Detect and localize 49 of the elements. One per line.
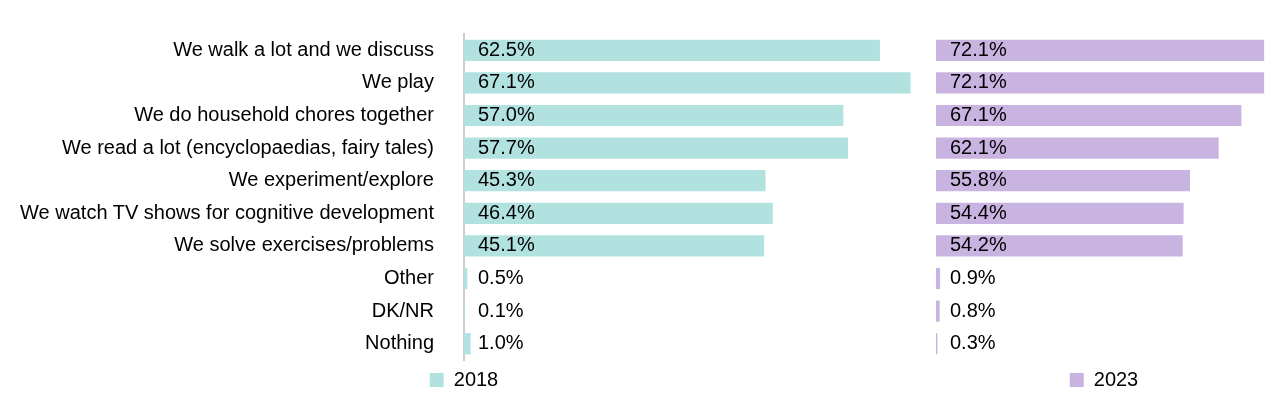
data-label: 57.7% [478, 135, 535, 158]
data-label: 54.2% [950, 233, 1007, 256]
data-label: 67.1% [950, 103, 1007, 126]
bar [464, 202, 773, 224]
data-label: 0.1% [478, 298, 524, 321]
y-tick-label: We experiment/explore [228, 168, 434, 191]
legend-label: 2018 [453, 367, 499, 390]
legend-label: 2023 [1093, 367, 1139, 390]
bar [464, 235, 765, 257]
data-label: 62.1% [950, 135, 1007, 158]
bar [464, 39, 880, 61]
data-label: 0.9% [950, 266, 996, 289]
data-label: 54.4% [950, 200, 1007, 223]
bar [936, 72, 1265, 94]
y-tick-label: Other [383, 266, 435, 289]
bar [464, 137, 849, 159]
y-tick-label: Nothing [365, 331, 434, 354]
data-label: 0.5% [478, 266, 524, 289]
bar [464, 104, 844, 127]
bar [464, 333, 471, 355]
data-label: 62.5% [478, 37, 535, 60]
data-label: 72.1% [950, 70, 1007, 93]
bar [936, 104, 1242, 127]
data-label: 67.1% [478, 70, 535, 93]
bar [936, 202, 1184, 224]
y-tick-label: We solve exercises/problems [174, 233, 434, 256]
bar [936, 300, 940, 322]
data-label: 72.1% [950, 37, 1007, 60]
data-label: 45.3% [478, 168, 535, 191]
bar [936, 39, 1265, 61]
data-label: 57.0% [478, 103, 535, 126]
y-tick-label: We play [362, 70, 434, 93]
y-tick-label: We watch TV shows for cognitive development [20, 200, 435, 223]
bar [464, 170, 766, 192]
data-label: 0.3% [950, 331, 996, 354]
bar [936, 137, 1219, 159]
bar [936, 267, 941, 290]
data-label: 55.8% [950, 168, 1007, 191]
bar [936, 235, 1183, 257]
data-label: 45.1% [478, 233, 535, 256]
y-tick-label: We read a lot (encyclopaedias, fairy tales) [61, 135, 434, 158]
bar [464, 72, 911, 94]
y-tick-label: We walk a lot and we discuss [173, 37, 434, 60]
data-label: 1.0% [478, 331, 524, 354]
data-label: 46.4% [478, 200, 535, 223]
bar [936, 170, 1190, 192]
data-label: 0.8% [950, 298, 996, 321]
y-tick-label: DK/NR [371, 298, 434, 321]
y-tick-label: We do household chores together [134, 103, 435, 126]
